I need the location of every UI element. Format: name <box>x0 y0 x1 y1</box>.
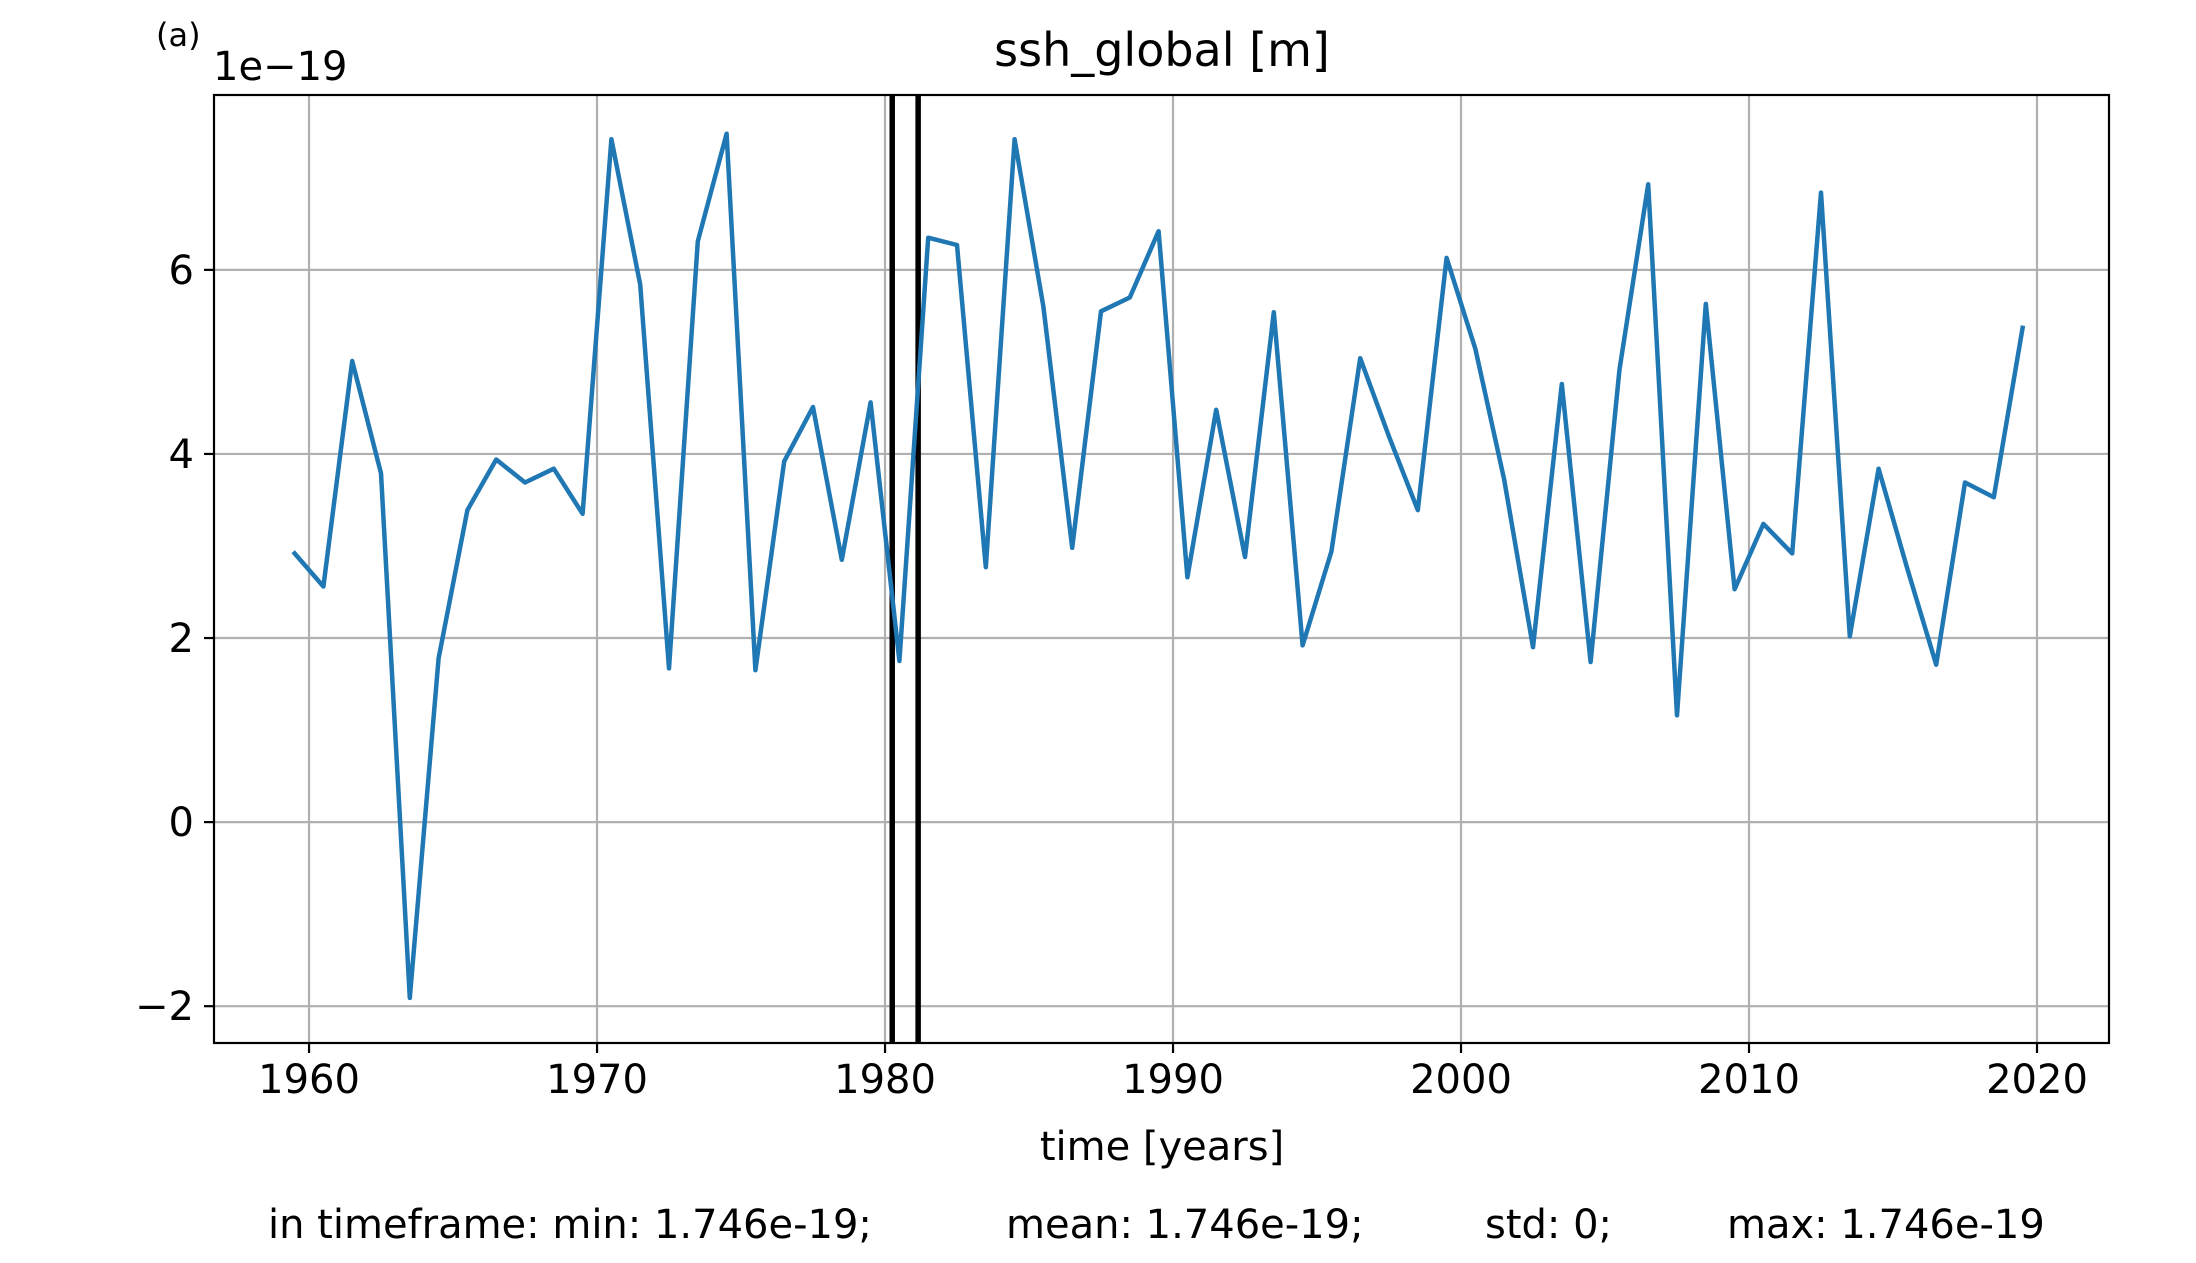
x-tick-label: 2000 <box>1410 1057 1512 1103</box>
y-tick-label: 4 <box>169 432 194 478</box>
panel-label: (a) <box>156 16 201 54</box>
stat-mean: mean: 1.746e-19; <box>1006 1202 1364 1248</box>
axis-ticks: 1960 1970 1980 1990 2000 2010 2020 −2 0 2 4 6 <box>135 248 2088 1103</box>
stat-max: max: 1.746e-19 <box>1727 1202 2045 1248</box>
plot-frame <box>212 93 2111 1045</box>
chart-title: ssh_global [m] <box>994 23 1330 77</box>
y-tick-label: 2 <box>169 616 194 662</box>
stat-std: std: 0; <box>1485 1202 1613 1248</box>
y-offset-label: 1e−19 <box>213 44 347 90</box>
y-tick-label: −2 <box>135 984 194 1030</box>
x-tick-label: 1980 <box>834 1057 936 1103</box>
x-axis-label: time [years] <box>1040 1124 1284 1170</box>
x-tick-label: 1990 <box>1122 1057 1224 1103</box>
x-tick-label: 2010 <box>1698 1057 1800 1103</box>
marker-lines <box>889 95 921 1043</box>
x-tick-label: 2020 <box>1986 1057 2088 1103</box>
stat-min: in timeframe: min: 1.746e-19; <box>268 1202 872 1248</box>
y-tick-label: 6 <box>169 248 194 294</box>
gridlines <box>214 95 2109 1043</box>
x-tick-label: 1960 <box>258 1057 360 1103</box>
y-tick-label: 0 <box>169 800 194 846</box>
x-tick-label: 1970 <box>546 1057 648 1103</box>
series-layer <box>291 131 2026 1001</box>
series-line <box>291 131 2026 1001</box>
